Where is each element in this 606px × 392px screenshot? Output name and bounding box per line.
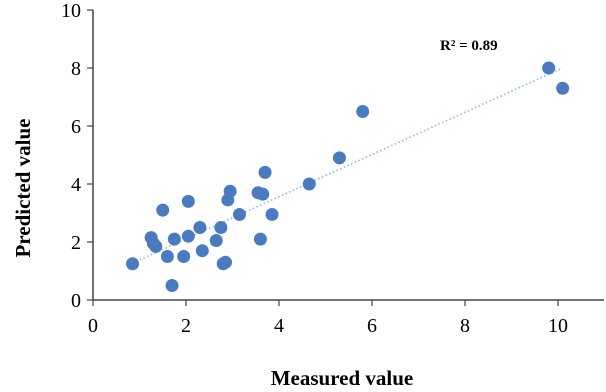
x-axis-title: Measured value: [271, 366, 414, 390]
y-axis-ticks: 0 2 4 6 8 10: [61, 0, 93, 312]
data-point: [256, 187, 270, 201]
data-point: [193, 221, 207, 234]
x-tick-label: 4: [274, 315, 284, 337]
data-point: [149, 239, 163, 253]
data-point: [181, 229, 195, 243]
data-point: [214, 221, 228, 234]
y-tick-label: 8: [71, 58, 81, 80]
data-point: [156, 203, 170, 217]
data-point: [167, 232, 181, 246]
data-point: [177, 250, 191, 263]
x-axis-ticks: 0 2 4 6 8 10: [88, 300, 568, 337]
data-point: [232, 207, 246, 221]
y-tick-label: 2: [71, 232, 81, 254]
data-point: [258, 165, 272, 179]
data-point: [302, 177, 316, 191]
data-point: [253, 232, 267, 246]
data-point: [332, 151, 346, 165]
data-point: [181, 194, 195, 208]
data-point: [126, 257, 140, 271]
data-points: [126, 61, 570, 292]
data-point: [165, 279, 179, 292]
y-tick-label: 0: [71, 290, 81, 312]
r-squared-annotation: R² = 0.89: [440, 38, 498, 54]
data-point: [556, 81, 570, 95]
y-tick-label: 6: [71, 116, 81, 138]
y-tick-label: 10: [61, 0, 81, 22]
data-point: [209, 234, 223, 248]
trendline: [132, 67, 563, 264]
data-point: [223, 184, 237, 198]
x-tick-label: 2: [181, 315, 191, 337]
x-tick-label: 6: [367, 315, 377, 337]
x-tick-label: 8: [460, 315, 470, 337]
data-point: [160, 250, 174, 263]
x-tick-label: 0: [88, 315, 98, 337]
x-tick-label: 10: [548, 315, 568, 337]
data-point: [195, 244, 209, 258]
data-point: [542, 61, 556, 75]
y-axis-title: Predicted value: [11, 118, 35, 257]
data-point: [219, 255, 233, 269]
y-tick-label: 4: [71, 174, 81, 196]
data-point: [356, 105, 370, 118]
data-point: [265, 207, 279, 221]
